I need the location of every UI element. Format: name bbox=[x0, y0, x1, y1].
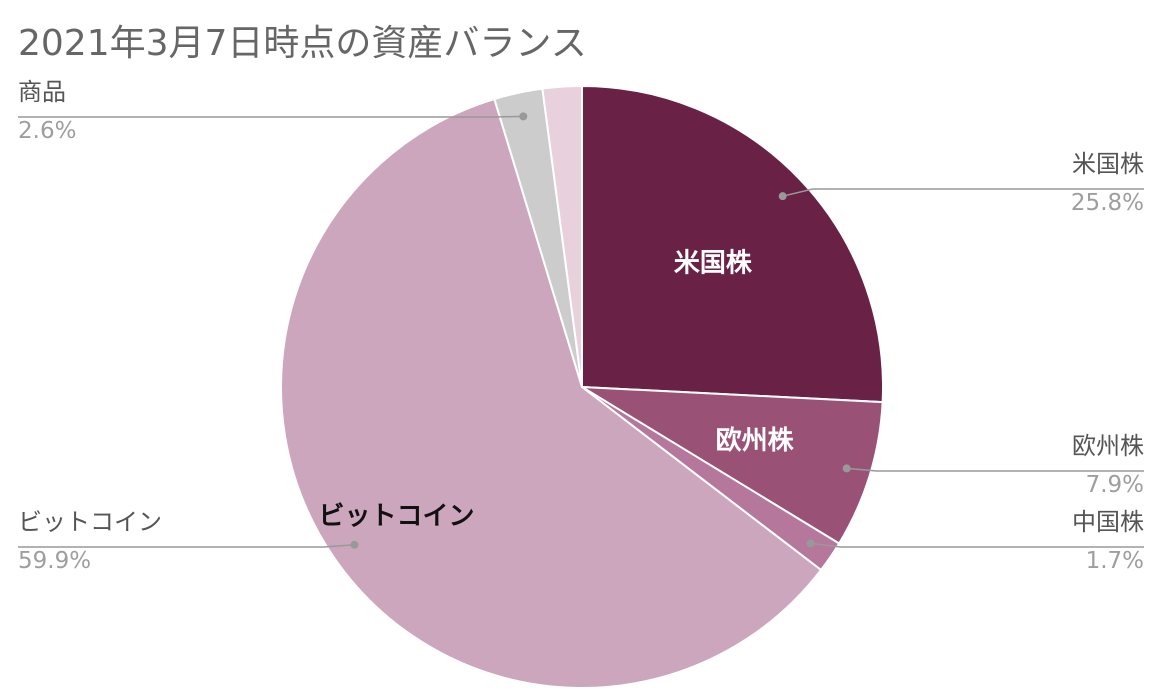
slice-label-2: 中国株 bbox=[1072, 508, 1144, 536]
slice-label-1: 欧州株 bbox=[1072, 432, 1144, 460]
slice-inside-label-0: 米国株 bbox=[674, 249, 753, 279]
slice-label-0: 米国株 bbox=[1072, 150, 1144, 178]
leader-dot-1 bbox=[842, 464, 851, 473]
pie-slice-5 bbox=[541, 84, 583, 388]
slice-inside-label-3: ビットコイン bbox=[318, 502, 474, 532]
leader-line-3 bbox=[18, 544, 355, 548]
slice-label-4: 商品 bbox=[18, 78, 66, 106]
pie-slice-1 bbox=[581, 386, 884, 545]
slice-percent-2: 1.7% bbox=[1086, 548, 1144, 574]
leader-line-4 bbox=[18, 115, 524, 118]
chart-title: 2021年3月7日時点の資産バランス bbox=[18, 23, 587, 64]
pie-slice-3 bbox=[280, 97, 823, 689]
leader-line-0 bbox=[782, 188, 1144, 197]
slice-percent-1: 7.9% bbox=[1086, 472, 1144, 498]
pie-slice-0 bbox=[581, 84, 884, 404]
slice-inside-label-1: 欧州株 bbox=[716, 425, 795, 456]
pie-leader-lines bbox=[18, 112, 1144, 549]
leader-line-1 bbox=[846, 467, 1144, 472]
leader-dot-0 bbox=[778, 192, 787, 201]
leader-dot-3 bbox=[350, 540, 359, 549]
pie-slices bbox=[280, 84, 884, 689]
slice-percent-4: 2.6% bbox=[18, 118, 76, 144]
pie-outer-labels: 米国株 25.8% 欧州株 7.9% 中国株 1.7% ビットコイン 59.9% 商品 2.6% bbox=[18, 78, 1144, 574]
leader-dot-4 bbox=[519, 112, 528, 121]
slice-percent-0: 25.8% bbox=[1071, 190, 1144, 216]
leader-line-2 bbox=[810, 542, 1144, 548]
slice-label-3: ビットコイン bbox=[18, 508, 162, 536]
slice-percent-3: 59.9% bbox=[18, 548, 91, 574]
leader-dot-2 bbox=[806, 539, 815, 548]
